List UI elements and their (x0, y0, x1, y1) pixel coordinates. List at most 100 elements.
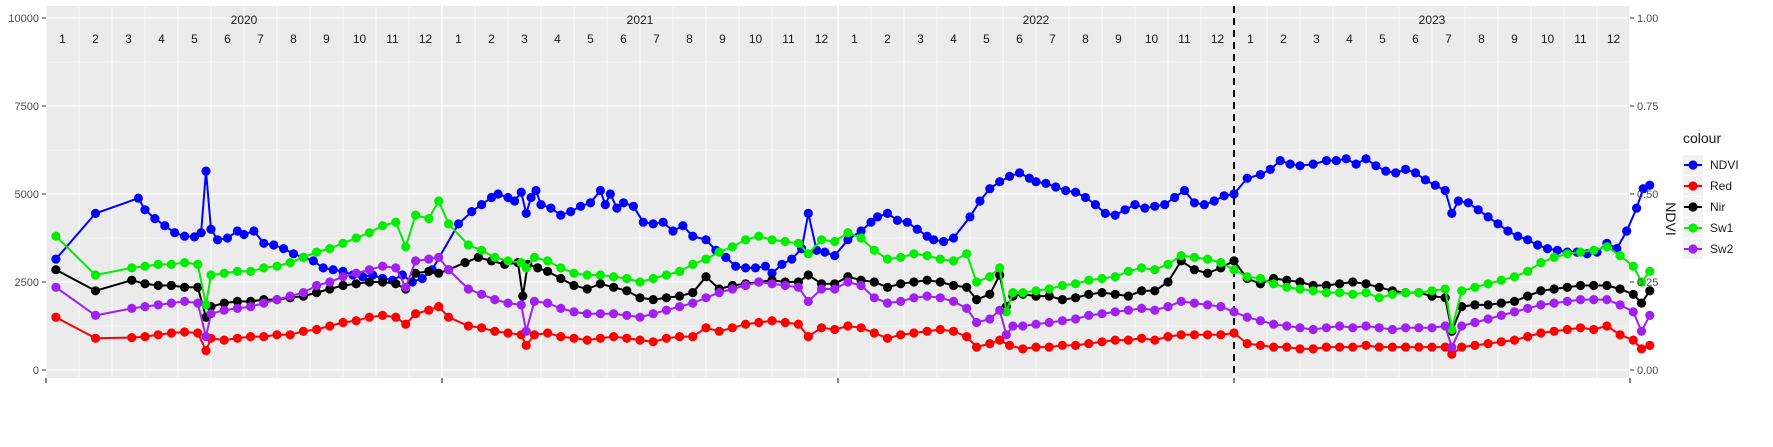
y2-tick-label: 0.75 (1637, 101, 1658, 113)
point-nir (364, 277, 374, 287)
point-sw1 (1509, 272, 1520, 282)
point-ndvi (269, 240, 279, 250)
month-label: 6 (1412, 32, 1419, 46)
point-sw2 (1137, 303, 1147, 313)
month-label: 10 (1145, 32, 1159, 46)
point-sw1 (909, 249, 919, 259)
point-sw1 (1295, 284, 1305, 294)
point-ndvi (1321, 156, 1331, 166)
point-sw2 (206, 309, 216, 319)
point-sw1 (1308, 286, 1318, 296)
point-sw1 (338, 238, 348, 248)
point-red (1163, 332, 1173, 342)
point-sw1 (285, 258, 295, 268)
point-sw1 (935, 254, 945, 264)
point-red (1361, 340, 1371, 350)
point-sw2 (882, 298, 893, 308)
point-sw1 (1216, 258, 1226, 268)
legend-item-sw2: Sw2 (1683, 239, 1734, 259)
point-sw2 (1628, 307, 1638, 317)
point-nir (1321, 280, 1331, 291)
point-nir (1123, 291, 1133, 301)
point-sw1 (1057, 280, 1067, 291)
point-ndvi (1150, 201, 1160, 211)
point-nir (434, 268, 444, 278)
legend-key-point (1688, 160, 1698, 170)
point-ndvi (1503, 226, 1513, 236)
point-red (51, 312, 61, 322)
point-red (1602, 321, 1612, 331)
month-label: 1 (455, 32, 462, 46)
point-sw2 (503, 298, 513, 308)
point-red (635, 335, 645, 345)
legend-key-point (1688, 223, 1698, 233)
point-sw2 (609, 309, 619, 319)
point-sw2 (1308, 324, 1318, 335)
point-sw1 (1523, 266, 1533, 276)
point-sw1 (246, 266, 256, 276)
point-sw1 (869, 245, 879, 255)
point-ndvi (509, 196, 520, 206)
point-sw2 (688, 298, 698, 308)
point-sw2 (312, 280, 322, 291)
point-sw1 (896, 252, 906, 262)
point-sw2 (962, 303, 972, 313)
point-red (529, 330, 540, 340)
point-ndvi (531, 185, 541, 196)
point-red (543, 328, 553, 338)
point-sw1 (1150, 265, 1160, 275)
point-red (985, 339, 995, 349)
point-sw1 (298, 252, 308, 262)
point-red (1189, 330, 1199, 340)
point-ndvi (939, 236, 949, 247)
point-sw2 (463, 284, 473, 294)
point-ndvi (731, 261, 741, 271)
month-label: 11 (1574, 32, 1587, 46)
point-nir (1229, 256, 1239, 266)
point-sw2 (582, 309, 592, 319)
point-sw2 (1229, 307, 1239, 317)
point-ndvi (1361, 154, 1371, 164)
point-sw1 (1427, 286, 1437, 296)
y2-tick-label: 0.50 (1637, 189, 1658, 201)
series-nir (51, 252, 1655, 336)
point-red (1575, 323, 1586, 333)
point-sw1 (1589, 245, 1599, 255)
point-sw2 (1018, 321, 1028, 331)
point-red (490, 326, 500, 336)
point-nir (518, 291, 528, 301)
point-sw2 (219, 305, 229, 315)
point-red (378, 310, 388, 320)
point-ndvi (1061, 185, 1071, 196)
point-red (1470, 340, 1480, 350)
point-red (219, 335, 229, 345)
point-sw1 (219, 268, 229, 278)
point-sw2 (816, 284, 827, 294)
point-sw1 (1414, 288, 1424, 298)
month-label: 5 (983, 32, 990, 46)
point-nir (219, 298, 229, 308)
point-red (995, 335, 1005, 345)
point-sw1 (1387, 289, 1397, 299)
point-ndvi (1120, 205, 1130, 215)
point-ndvi (595, 185, 606, 196)
point-ndvi (453, 219, 464, 229)
point-red (1447, 349, 1457, 359)
point-sw2 (648, 309, 658, 319)
point-sw1 (153, 259, 163, 269)
point-nir (166, 280, 176, 291)
point-ndvi (1071, 187, 1081, 197)
point-red (285, 330, 295, 340)
point-ndvi (1255, 170, 1265, 180)
point-sw2 (1374, 323, 1384, 333)
point-sw1 (1163, 259, 1173, 269)
point-red (714, 326, 724, 336)
point-ndvi (1341, 154, 1351, 164)
point-sw2 (985, 314, 995, 324)
point-sw1 (1269, 279, 1279, 289)
point-nir (1071, 293, 1081, 303)
legend-key-point (1688, 244, 1698, 254)
point-sw2 (1615, 300, 1625, 310)
point-sw1 (830, 236, 840, 247)
